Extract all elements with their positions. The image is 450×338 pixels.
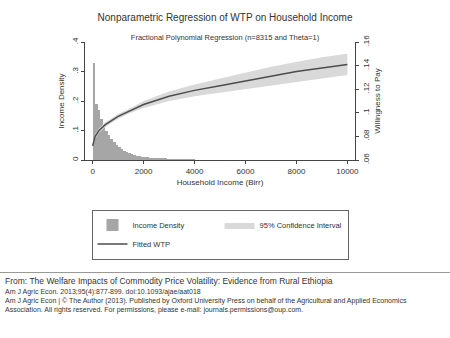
svg-text:Income Density: Income Density xyxy=(57,73,66,128)
svg-text:Household Income (Birr): Household Income (Birr) xyxy=(177,178,264,187)
svg-text:6000: 6000 xyxy=(237,167,255,176)
svg-text:.16: .16 xyxy=(362,35,371,47)
html-text:Am J Agric Econ | © The Author: Am J Agric Econ | © The Author (2013). P… xyxy=(5,297,407,313)
svg-text:.08: .08 xyxy=(362,129,371,141)
svg-text:8000: 8000 xyxy=(288,167,306,176)
svg-text:Nonparametric Regression of WT: Nonparametric Regression of WTP on House… xyxy=(98,12,353,23)
svg-text:.14: .14 xyxy=(362,58,371,70)
svg-text:.2: .2 xyxy=(71,96,80,103)
svg-text:Fractional Polynomial Regressi: Fractional Polynomial Regression (n=8315… xyxy=(131,33,320,42)
svg-text:.06: .06 xyxy=(362,153,371,165)
svg-text:.1: .1 xyxy=(362,108,371,115)
svg-text:Fitted WTP: Fitted WTP xyxy=(133,240,171,249)
svg-text:2000: 2000 xyxy=(135,167,153,176)
svg-text:0: 0 xyxy=(71,156,80,161)
svg-text:4000: 4000 xyxy=(186,167,204,176)
svg-text:Willingness to Pay: Willingness to Pay xyxy=(373,68,382,133)
svg-text:.12: .12 xyxy=(362,82,371,94)
svg-text:Income Density: Income Density xyxy=(133,221,185,230)
svg-text:95% Confidence Interval: 95% Confidence Interval xyxy=(260,221,342,230)
svg-text:.3: .3 xyxy=(71,66,80,73)
svg-text:.4: .4 xyxy=(71,37,80,44)
html-text:From: The Welfare Impacts of C: From: The Welfare Impacts of Commodity P… xyxy=(5,276,333,286)
svg-text:10000: 10000 xyxy=(336,167,359,176)
svg-text:0: 0 xyxy=(90,167,95,176)
html-text:Am J Agric Econ. 2013;95(4):87: Am J Agric Econ. 2013;95(4):877-899. doi… xyxy=(5,288,201,295)
svg-text:.1: .1 xyxy=(71,125,80,132)
